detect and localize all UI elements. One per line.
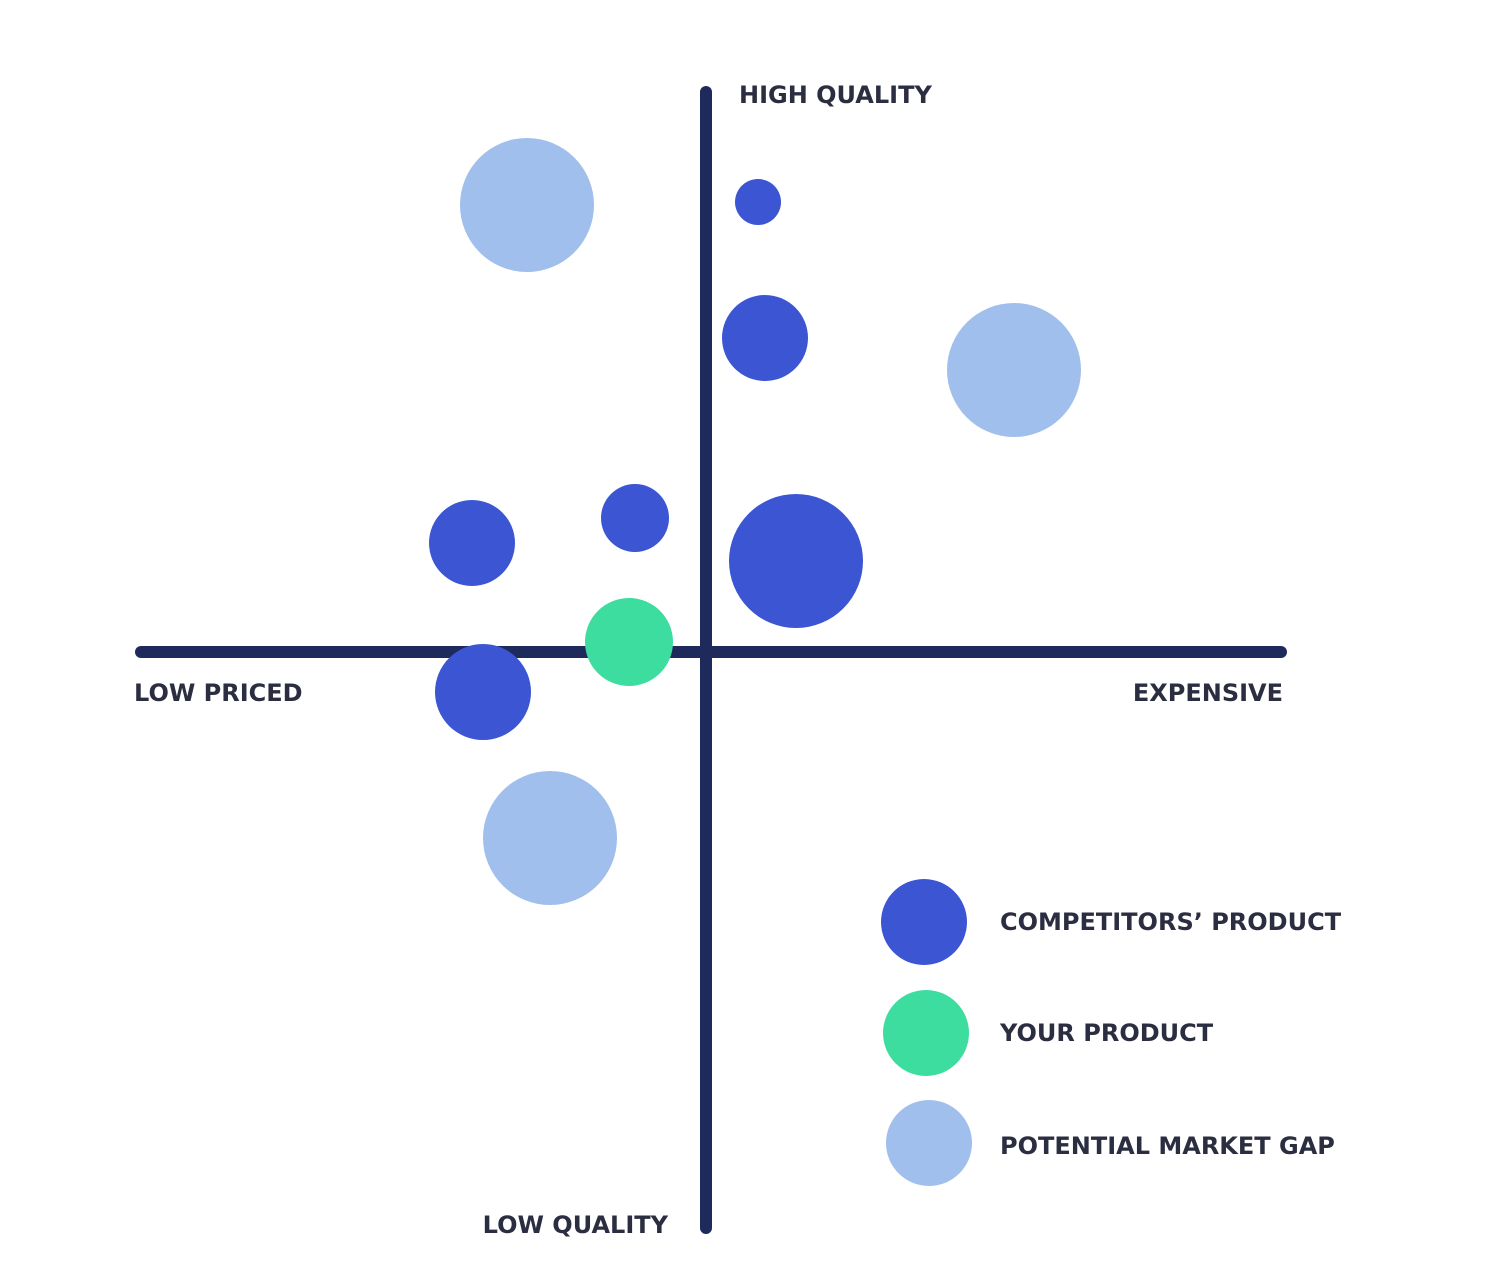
your-product-bubble: [585, 598, 673, 686]
axis-label-left: LOW PRICED: [134, 679, 303, 707]
competitor-bubble: [735, 179, 781, 225]
legend-swatch: [881, 879, 967, 965]
legend-swatch: [883, 990, 969, 1076]
axis-label-top: HIGH QUALITY: [739, 81, 932, 109]
legend-label: POTENTIAL MARKET GAP: [1000, 1132, 1335, 1160]
axis-label-right: EXPENSIVE: [1133, 679, 1283, 707]
competitor-bubble: [435, 644, 531, 740]
axis-label-bottom: LOW QUALITY: [483, 1211, 669, 1239]
market-gap-bubble: [460, 138, 594, 272]
market-gap-bubble: [947, 303, 1081, 437]
competitor-bubble: [601, 484, 669, 552]
market-gap-bubble: [483, 771, 617, 905]
competitor-bubble: [722, 295, 808, 381]
legend-label: COMPETITORS’ PRODUCT: [1000, 908, 1342, 936]
legend-label: YOUR PRODUCT: [999, 1019, 1214, 1047]
legend-swatch: [886, 1100, 972, 1186]
competitor-bubble: [429, 500, 515, 586]
competitor-bubble: [729, 494, 863, 628]
